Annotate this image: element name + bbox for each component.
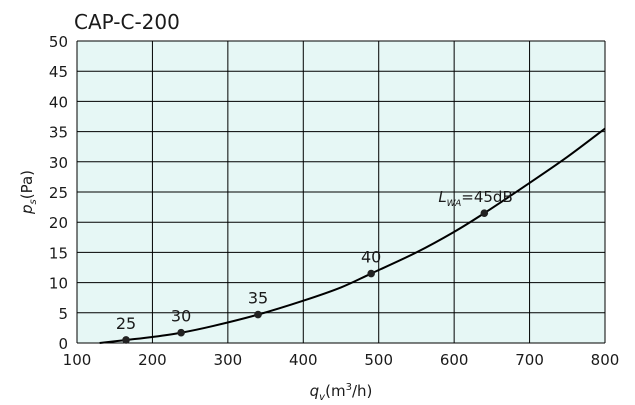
y-tick-label: 20 [49, 214, 68, 232]
data-point [367, 269, 375, 278]
data-point [122, 336, 130, 344]
lwa-label-sub: WA [447, 199, 462, 209]
data-point [480, 209, 489, 217]
y-tick-label: 50 [49, 33, 68, 51]
y-tick-label: 15 [49, 244, 68, 262]
lwa-label-base: L [438, 188, 446, 206]
y-axis-label-base: p [18, 204, 36, 215]
x-axis-label-sub: v [319, 392, 326, 403]
x-tick-label: 800 [591, 351, 620, 369]
x-tick-label: 200 [138, 351, 167, 369]
y-tick-label: 0 [58, 335, 68, 353]
x-axis-label: qv(m3/h) [310, 382, 373, 403]
y-tick-label: 10 [49, 275, 68, 293]
y-tick-label: 5 [58, 305, 68, 323]
x-axis-label-unit: (m [325, 382, 345, 400]
data-point [177, 328, 185, 337]
x-axis-label-sup: 3 [346, 382, 352, 393]
data-point-label: 40 [361, 248, 381, 267]
data-point [254, 310, 262, 319]
x-tick-label: 100 [63, 351, 92, 369]
x-axis-label-unit-end: /h) [352, 382, 372, 400]
data-point-label: 35 [248, 289, 268, 308]
y-axis-label-sub: s [28, 199, 39, 204]
performance-curve [99, 127, 606, 344]
x-tick-label: 600 [440, 351, 469, 369]
x-tick-label: 300 [214, 351, 243, 369]
y-tick-label: 25 [49, 184, 68, 202]
x-tick-label: 500 [364, 351, 393, 369]
data-point-label: 25 [116, 314, 136, 333]
data-point-label: LWA=45dB [438, 188, 512, 209]
y-axis-label-unit: (Pa) [18, 170, 36, 199]
x-tick-label: 400 [289, 351, 318, 369]
y-tick-label: 45 [49, 63, 68, 81]
y-tick-label: 30 [49, 154, 68, 172]
data-point-label: 30 [171, 307, 191, 326]
chart-title: CAP-C-200 [74, 10, 180, 34]
y-tick-label: 35 [49, 124, 68, 142]
y-axis-label: ps(Pa) [18, 170, 39, 215]
x-axis-label-base: q [310, 382, 320, 400]
x-tick-label: 700 [515, 351, 544, 369]
lwa-label-value: =45dB [461, 188, 512, 206]
y-tick-label: 40 [49, 93, 68, 111]
